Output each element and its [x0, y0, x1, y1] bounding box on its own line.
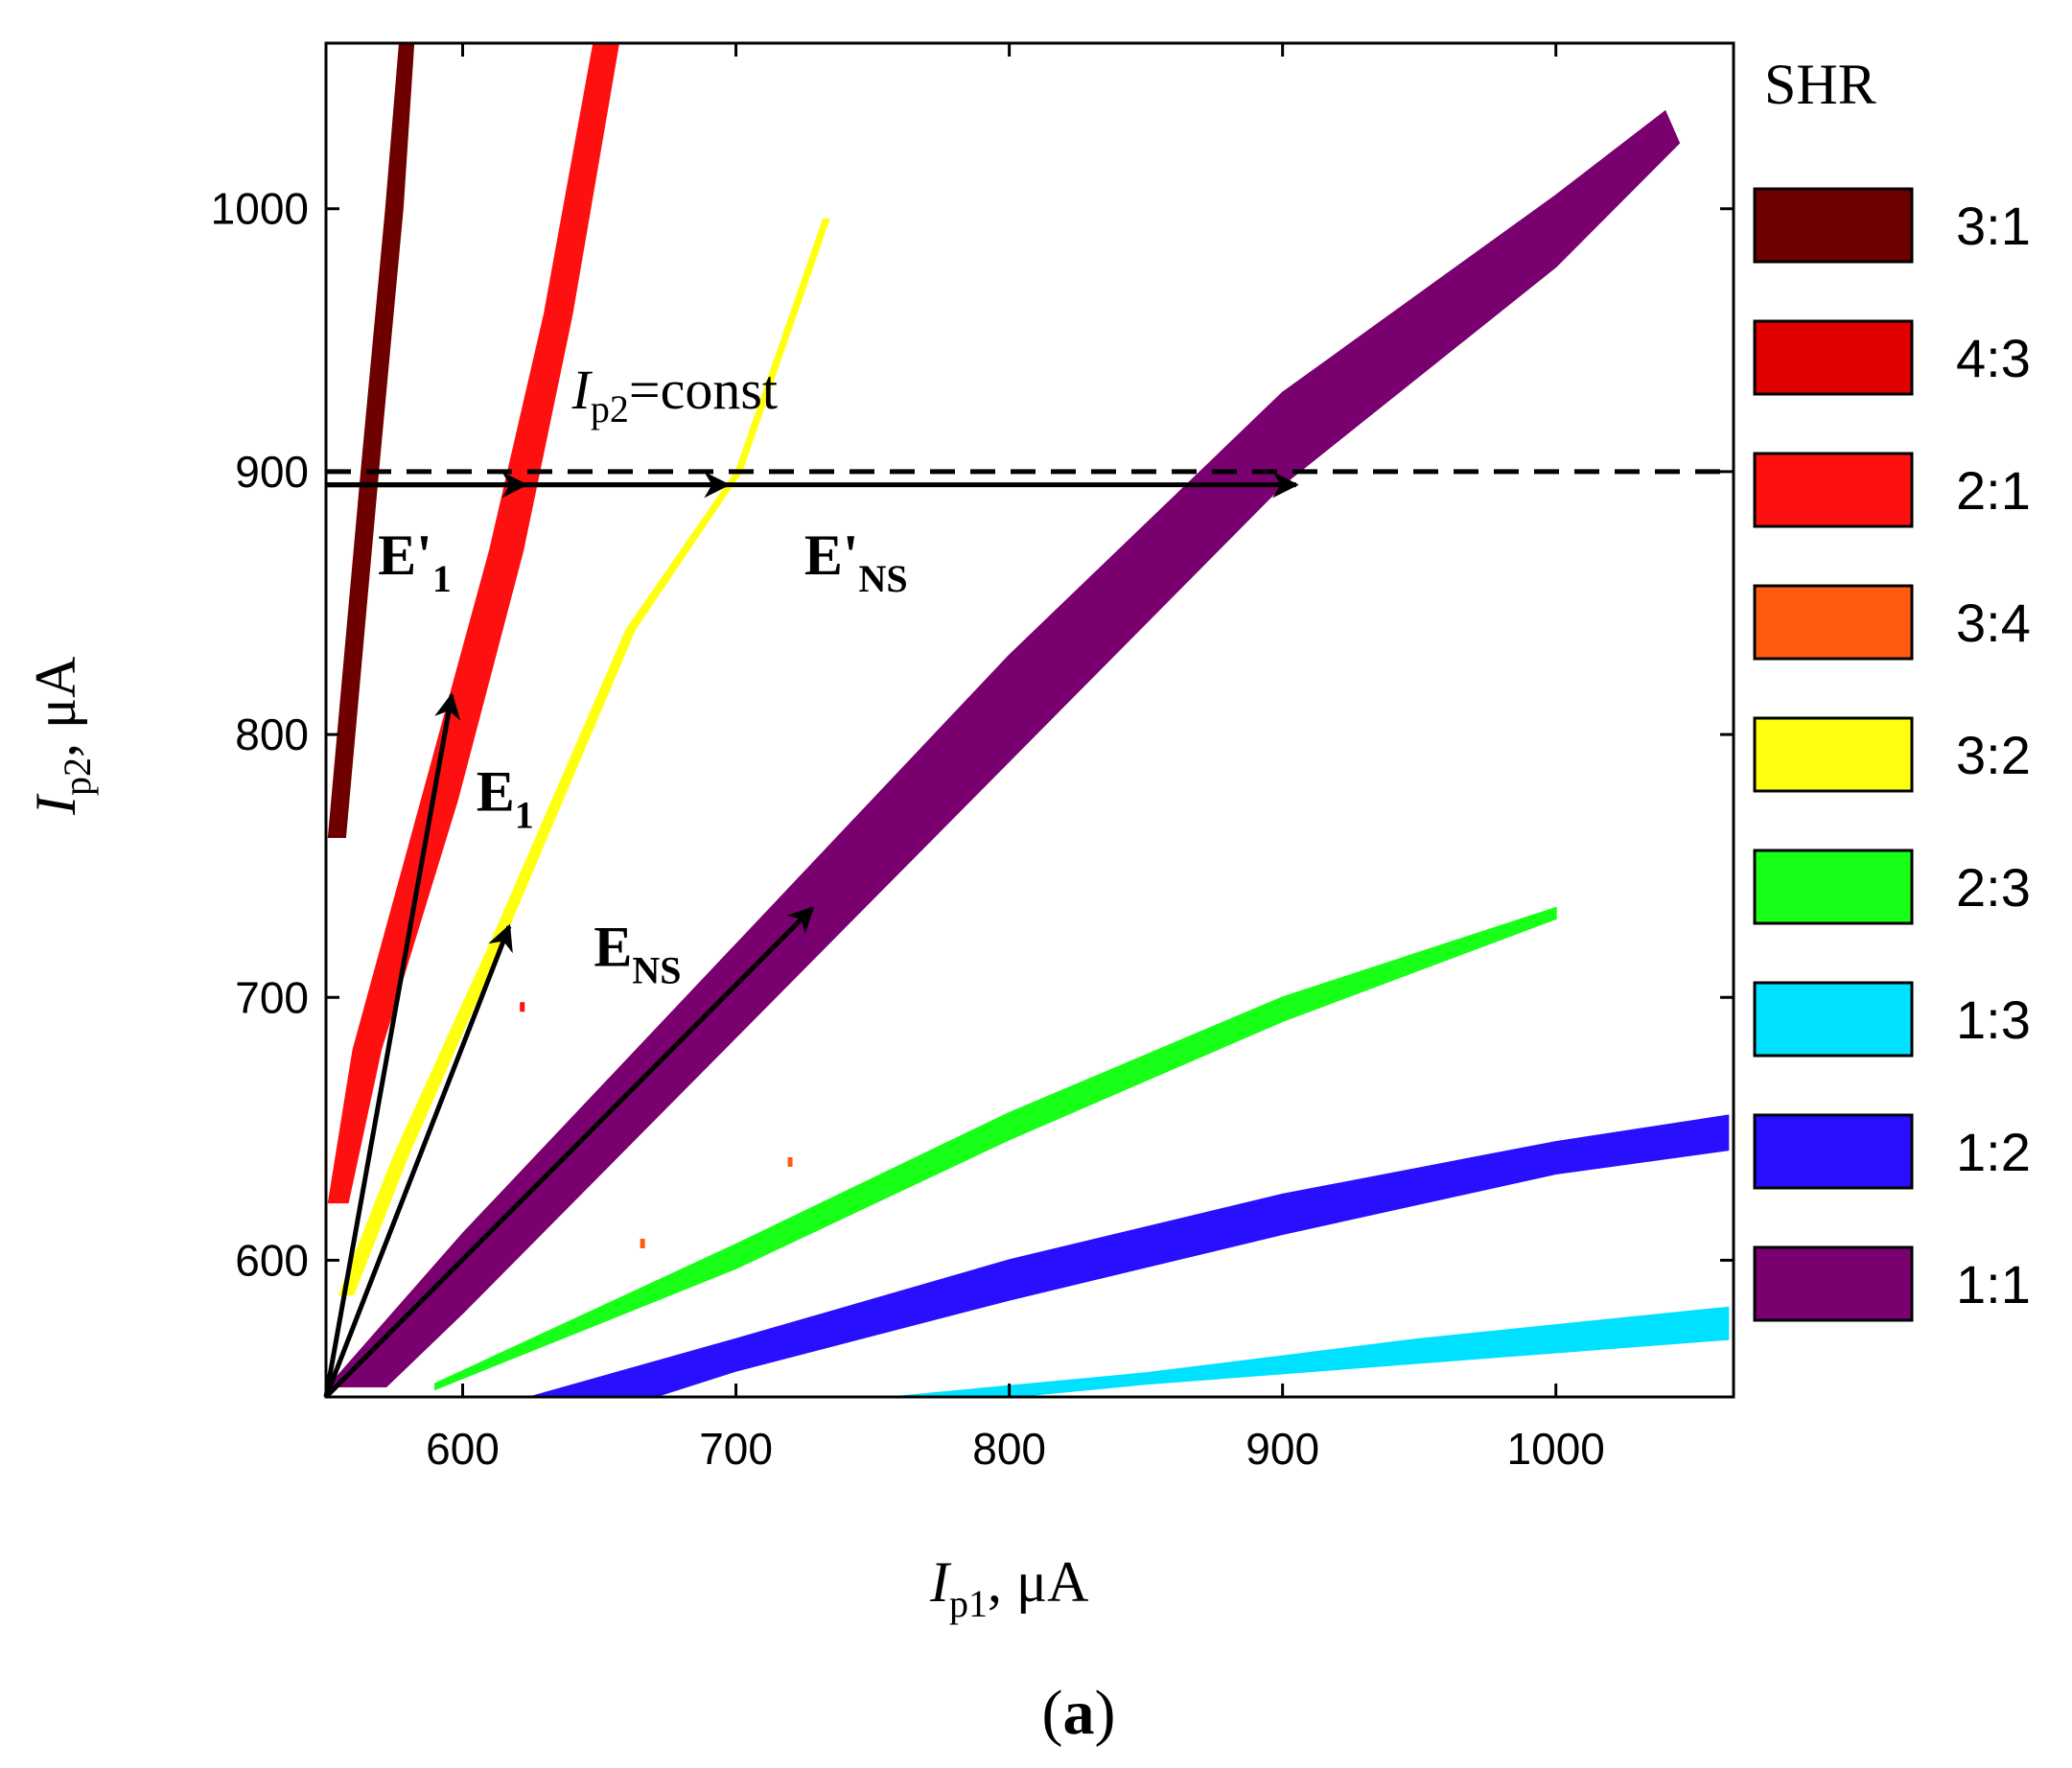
- legend-label-3-2: 3:2: [1956, 725, 2031, 785]
- legend-swatch-3-2: [1753, 716, 1914, 793]
- x-axis-sub: p1: [949, 1582, 988, 1625]
- region-2-3: [434, 906, 1557, 1391]
- legend-swatch-3-4: [1753, 584, 1914, 661]
- x-tick-label-1000: 1000: [1507, 1424, 1605, 1474]
- arrow-3: [324, 906, 815, 1399]
- ip2-const-var: I: [571, 359, 594, 421]
- annotation-3: ENS: [594, 915, 681, 991]
- region-1-3: [894, 1306, 1730, 1397]
- annotation-1: E'1: [378, 523, 452, 600]
- y-axis-unit: , μA: [24, 657, 87, 758]
- x-tick-label-600: 600: [426, 1424, 500, 1474]
- y-axis-label: Ip2, μA: [24, 657, 99, 816]
- legend-swatch-4-3: [1753, 319, 1914, 396]
- y-tick-label-700: 700: [235, 972, 309, 1022]
- panel-label-close: ): [1095, 1678, 1116, 1748]
- legend-label-2-1: 2:1: [1956, 460, 2031, 521]
- x-axis-unit: , μA: [988, 1550, 1089, 1614]
- ip2-const-label: Ip2=const: [571, 359, 778, 430]
- legend-label-4-3: 4:3: [1956, 328, 2031, 388]
- legend-label-2-3: 2:3: [1956, 857, 2031, 918]
- x-tick-label-800: 800: [972, 1424, 1046, 1474]
- legend-swatch-1-2: [1753, 1113, 1914, 1190]
- legend-swatch-3-1: [1753, 187, 1914, 264]
- legend-label-1-1: 1:1: [1956, 1254, 2031, 1314]
- axis-ticks: 600 700 800 900 1000 600 700 800 900 1000: [211, 43, 1734, 1474]
- y-axis-var: I: [24, 793, 87, 816]
- x-tick-label-900: 900: [1246, 1424, 1319, 1474]
- legend-swatch-1-1: [1753, 1245, 1914, 1322]
- y-tick-label-900: 900: [235, 447, 309, 497]
- panel-label-letter: a: [1063, 1678, 1095, 1748]
- panel-label-open: (: [1042, 1678, 1063, 1748]
- annotations: E'1 E1 ENS E'NS: [378, 523, 908, 992]
- legend-label-3-4: 3:4: [1956, 593, 2031, 653]
- ip2-const-sub: p2: [591, 387, 629, 430]
- region-3-1: [327, 43, 415, 838]
- legend-label-1-3: 1:3: [1956, 989, 2031, 1050]
- arrow-2: [323, 923, 513, 1398]
- region-1-1: [326, 109, 1681, 1387]
- legend-swatch-1-3: [1753, 981, 1914, 1058]
- legend-label-1-2: 1:2: [1956, 1122, 2031, 1182]
- region-1-2: [530, 1114, 1730, 1397]
- stray-point-2: [787, 1156, 793, 1167]
- legend: 3:1 4:3 2:1 3:4 3:2 2:3 1:3 1:2 1:1: [1753, 187, 2031, 1322]
- legend-swatch-2-1: [1753, 452, 1914, 528]
- arrows: [323, 471, 1299, 1399]
- stray-point-3: [640, 1238, 645, 1248]
- annotation-2: E1: [477, 760, 534, 837]
- legend-swatch-2-3: [1753, 849, 1914, 925]
- panel-label: (a): [1042, 1678, 1116, 1748]
- region-2-1: [327, 43, 620, 1204]
- arrow-1: [323, 692, 461, 1398]
- x-tick-label-700: 700: [699, 1424, 773, 1474]
- x-axis-label: Ip1, μA: [929, 1550, 1088, 1625]
- y-axis-sub: p2: [56, 757, 99, 796]
- y-tick-label-600: 600: [235, 1235, 309, 1285]
- stray-point-1: [520, 1002, 525, 1012]
- shr-regions: [326, 43, 1730, 1397]
- y-tick-label-1000: 1000: [211, 184, 309, 234]
- annotation-4: E'NS: [804, 523, 908, 600]
- y-tick-label-800: 800: [235, 710, 309, 759]
- ip2-const-rest: =const: [629, 359, 778, 421]
- legend-label-3-1: 3:1: [1956, 196, 2031, 256]
- stray-points: [520, 1002, 793, 1248]
- legend-title: SHR: [1764, 53, 1876, 116]
- plot-frame: [324, 41, 1735, 1399]
- x-axis-var: I: [929, 1550, 952, 1614]
